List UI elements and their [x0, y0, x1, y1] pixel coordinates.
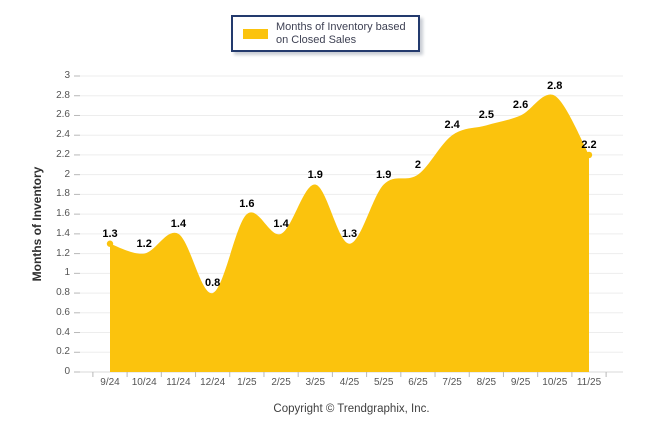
- x-tick-label: 10/24: [131, 377, 157, 388]
- y-tick-label: 0.6: [56, 306, 70, 318]
- y-tick-label: 1.8: [56, 188, 70, 200]
- x-tick-label: 3/25: [305, 377, 326, 388]
- area-series: [110, 94, 589, 372]
- point-label: 2.5: [478, 109, 494, 122]
- x-tick-label: 4/25: [339, 377, 360, 388]
- x-tick-label: 6/25: [408, 377, 428, 388]
- y-tick-label: 1.4: [56, 227, 70, 239]
- point-label: 2: [414, 158, 421, 171]
- y-tick-label: 1: [64, 267, 70, 279]
- y-tick-label: 0.8: [56, 287, 70, 299]
- x-tick-label: 5/25: [373, 377, 394, 388]
- x-tick-label: 2/25: [271, 377, 291, 388]
- x-tick-label: 7/25: [442, 377, 462, 388]
- y-tick-label: 0.2: [56, 346, 70, 358]
- y-tick-label: 2.4: [56, 129, 70, 141]
- point-label: 1.4: [273, 217, 289, 230]
- legend-label: Months of Inventory based on Closed Sale…: [276, 20, 406, 46]
- x-tick-label: 9/25: [510, 377, 531, 388]
- x-tick-label: 8/25: [476, 377, 497, 388]
- point-label: 0.8: [204, 277, 221, 290]
- x-tick-label: 10/25: [542, 377, 568, 388]
- point-label: 1.9: [376, 168, 392, 181]
- legend: Months of Inventory based on Closed Sale…: [231, 15, 420, 52]
- y-tick-label: 3: [64, 70, 70, 81]
- point-label: 2.2: [581, 138, 597, 151]
- point-label: 1.2: [136, 237, 152, 250]
- y-tick-label: 0.4: [56, 326, 70, 338]
- point-label: 2.6: [512, 99, 529, 112]
- point-label: 1.4: [170, 217, 187, 230]
- y-tick-label: 2: [64, 168, 70, 180]
- point-label: 2.8: [547, 79, 563, 92]
- point-label: 1.3: [341, 227, 358, 240]
- y-tick-label: 2.2: [56, 148, 70, 160]
- series-start-marker: [106, 240, 114, 247]
- series-end-marker: [585, 151, 593, 159]
- x-tick-label: 9/24: [100, 377, 120, 388]
- y-tick-label: 2.6: [56, 109, 70, 121]
- legend-swatch-icon: [243, 28, 268, 39]
- y-tick-label: 1.2: [56, 247, 70, 259]
- point-label: 1.6: [239, 198, 255, 211]
- point-label: 2.4: [444, 119, 460, 132]
- x-tick-label: 1/25: [237, 377, 257, 388]
- point-label: 1.3: [102, 227, 118, 240]
- point-label: 1.9: [307, 168, 323, 181]
- y-tick-label: 2.8: [56, 89, 70, 101]
- x-tick-label: 11/25: [576, 377, 602, 388]
- y-tick-label: 0: [64, 366, 70, 377]
- copyright-text: Copyright © Trendgraphix, Inc.: [273, 403, 430, 415]
- y-tick-label: 1.6: [56, 208, 70, 220]
- x-tick-label: 11/24: [166, 377, 191, 388]
- x-tick-label: 12/24: [200, 377, 226, 388]
